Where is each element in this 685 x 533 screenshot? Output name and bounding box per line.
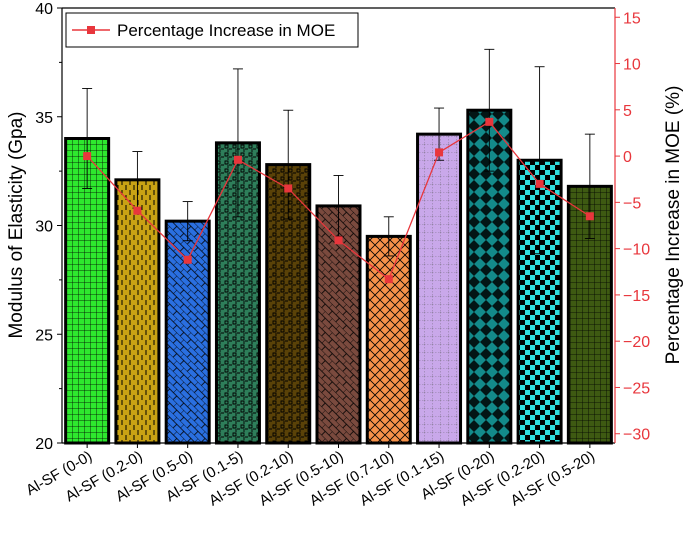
y-tick-label-left: 20	[35, 436, 53, 453]
line-point	[183, 255, 192, 264]
line-point	[535, 179, 544, 188]
line-point	[284, 184, 293, 193]
y-tick-label-left: 40	[35, 1, 53, 18]
line-point	[233, 155, 242, 164]
bars-layer	[64, 108, 613, 445]
y-tick-label-right: −10	[623, 242, 650, 259]
legend-marker-icon	[87, 26, 95, 34]
y-tick-label-right: 0	[623, 149, 632, 166]
line-point	[384, 275, 393, 284]
line-point	[485, 117, 494, 126]
y-tick-label-right: −25	[623, 380, 650, 397]
legend-box	[65, 12, 359, 48]
y-axis-right-title: Percentage Increase in MOE (%)	[663, 86, 684, 365]
y-tick-label-right: 10	[623, 57, 641, 74]
y-tick-label-right: −15	[623, 288, 650, 305]
line-point	[133, 206, 142, 215]
y-axis-left-title: Modulus of Elasticity (Gpa)	[6, 111, 27, 338]
line-point	[435, 148, 444, 157]
bar-pattern	[114, 178, 161, 445]
y-tick-label-right: 15	[623, 10, 641, 27]
y-tick-label-right: 5	[623, 103, 632, 120]
y-tick-label-right: −30	[623, 427, 650, 444]
bar-pattern	[416, 132, 463, 445]
y-tick-label-right: −20	[623, 334, 650, 351]
line-point	[585, 212, 594, 221]
bar-pattern	[164, 219, 211, 445]
y-tick-label-left: 35	[35, 110, 53, 127]
legend: Percentage Increase in MOE	[65, 12, 359, 48]
bar-pattern	[64, 137, 111, 445]
line-point	[83, 152, 92, 161]
y-tick-label-right: −5	[623, 195, 641, 212]
line-point	[334, 236, 343, 245]
y-tick-label-left: 30	[35, 219, 53, 236]
errorbars-layer	[82, 48, 595, 257]
legend-label: Percentage Increase in MOE	[117, 21, 335, 40]
line-series-layer	[83, 117, 594, 284]
bar-pattern	[365, 234, 412, 445]
y-tick-label-left: 25	[35, 327, 53, 344]
